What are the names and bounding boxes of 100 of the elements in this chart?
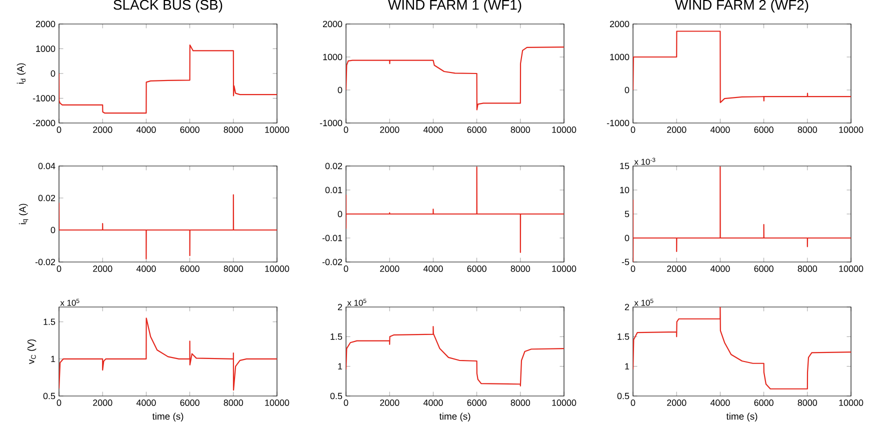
x-tick-label: 0 (56, 266, 62, 272)
y-tick-label: 1.5 (618, 334, 630, 340)
line-series (346, 326, 564, 386)
text: x 10$^{5}$ (347, 298, 366, 306)
x-tick-label: 6000 (467, 266, 486, 272)
x-tick-label: 0 (344, 126, 348, 133)
y-tick-label: -0.02 (35, 258, 56, 266)
x-tick-label: 2000 (380, 126, 400, 133)
x-tick-label: 4000 (136, 266, 156, 272)
y-tick-label: 0.5 (330, 392, 342, 400)
x-axis-title: time (s) (439, 412, 470, 422)
x-axis-title: time (s) (726, 412, 758, 422)
x-tick-label: 10000 (839, 400, 864, 406)
x-axis-title: time (s) (152, 412, 184, 422)
x-tick-label: 10000 (839, 126, 864, 133)
line-series (346, 166, 564, 253)
y-tick-label: -0.01 (322, 234, 342, 242)
x-tick-label: 10000 (552, 266, 576, 272)
x-tick-label: 4000 (710, 400, 730, 406)
x-tick-label: 8000 (798, 400, 818, 406)
y-tick-label: 1000 (610, 54, 630, 60)
x-tick-label: 10000 (265, 126, 290, 133)
x-tick-label: 8000 (510, 126, 530, 133)
y-tick-label: 0 (624, 234, 630, 242)
y-tick-label: 2000 (322, 20, 342, 28)
y-tick-label: -1000 (320, 120, 342, 126)
x-tick-label: 2000 (667, 400, 686, 406)
x-tick-label: 6000 (180, 400, 200, 406)
y-tick-label: 15 (620, 162, 630, 170)
x-tick-label: 6000 (467, 126, 486, 133)
x-tick-label: 4000 (423, 400, 443, 406)
y-tick-label: 2 (624, 304, 630, 310)
y-tick-label: 0 (624, 86, 630, 94)
chart-title: WIND FARM 2 (WF2) (675, 0, 808, 13)
x-tick-label: 4000 (423, 126, 443, 133)
x-tick-label: 8000 (224, 266, 244, 272)
y-tick-label: 0 (338, 210, 342, 218)
y-tick-label: 1 (625, 363, 630, 370)
y-axis-title: i$_{d}$ (A) (16, 63, 26, 84)
y-tick-label: 0.02 (325, 162, 342, 170)
y-tick-label: -1000 (32, 95, 56, 102)
x-tick-label: 2000 (667, 266, 686, 272)
y-tick-label: 2 (338, 304, 342, 310)
chart-title: WIND FARM 1 (WF1) (388, 0, 522, 13)
x-tick-label: 0 (56, 126, 62, 133)
x-tick-label: 0 (630, 266, 636, 272)
y-tick-label: -1000 (606, 120, 630, 126)
x-tick-label: 8000 (510, 400, 530, 406)
y-tick-label: 0.02 (38, 194, 56, 202)
y-tick-label: 1.5 (44, 318, 56, 325)
line-series (346, 46, 564, 110)
x-tick-label: 4000 (136, 126, 156, 133)
x-tick-label: 0 (344, 266, 348, 272)
line-series (59, 44, 278, 114)
line-series (59, 194, 278, 260)
x-tick-label: 8000 (798, 126, 818, 133)
y-tick-label: 10 (620, 186, 630, 194)
x-tick-label: 4000 (710, 126, 730, 133)
x-tick-label: 6000 (180, 266, 200, 272)
y-axis-title: i$_{q}$ (A) (18, 204, 28, 224)
x-tick-label: 6000 (754, 126, 774, 133)
y-tick-label: 1000 (323, 54, 342, 60)
x-tick-label: 8000 (224, 126, 244, 133)
x-tick-label: 8000 (510, 266, 530, 272)
text: x 10$^{5}$ (60, 298, 80, 306)
line-series (633, 30, 852, 104)
y-tick-label: 0 (50, 70, 56, 77)
x-tick-label: 4000 (710, 266, 730, 272)
y-tick-label: 0.5 (617, 392, 630, 400)
y-tick-label: 0 (50, 226, 56, 234)
line-series (633, 307, 852, 390)
text: x 10$^{5}$ (634, 298, 654, 306)
y-tick-label: 1000 (36, 46, 56, 52)
x-tick-label: 8000 (224, 400, 244, 406)
text: x 10$^{-3}$ (634, 158, 656, 165)
x-tick-label: 0 (630, 126, 636, 133)
y-tick-label: 5 (624, 210, 630, 218)
x-tick-label: 2000 (380, 400, 400, 406)
x-tick-label: 0 (630, 400, 636, 406)
x-tick-label: 10000 (552, 400, 576, 406)
x-tick-label: 2000 (667, 126, 686, 133)
y-tick-label: 2000 (610, 20, 630, 28)
x-tick-label: 4000 (136, 400, 156, 406)
y-tick-label: 0.01 (325, 186, 342, 194)
x-tick-label: 2000 (93, 266, 112, 272)
x-tick-label: 6000 (467, 400, 486, 406)
y-axis-title: v$_{C}$ (V) (27, 339, 36, 364)
line-series (633, 166, 852, 262)
y-tick-label: 0 (338, 86, 342, 94)
y-tick-label: 2000 (36, 20, 56, 28)
x-tick-label: 10000 (265, 266, 290, 272)
x-tick-label: 4000 (423, 266, 443, 272)
y-tick-label: 1 (51, 356, 56, 362)
y-tick-label: 0.04 (38, 162, 56, 170)
x-tick-label: 2000 (93, 126, 112, 133)
x-tick-label: 0 (344, 400, 348, 406)
x-tick-label: 2000 (380, 266, 400, 272)
x-tick-label: 10000 (552, 126, 576, 133)
x-tick-label: 6000 (754, 400, 774, 406)
x-tick-label: 0 (56, 400, 62, 406)
